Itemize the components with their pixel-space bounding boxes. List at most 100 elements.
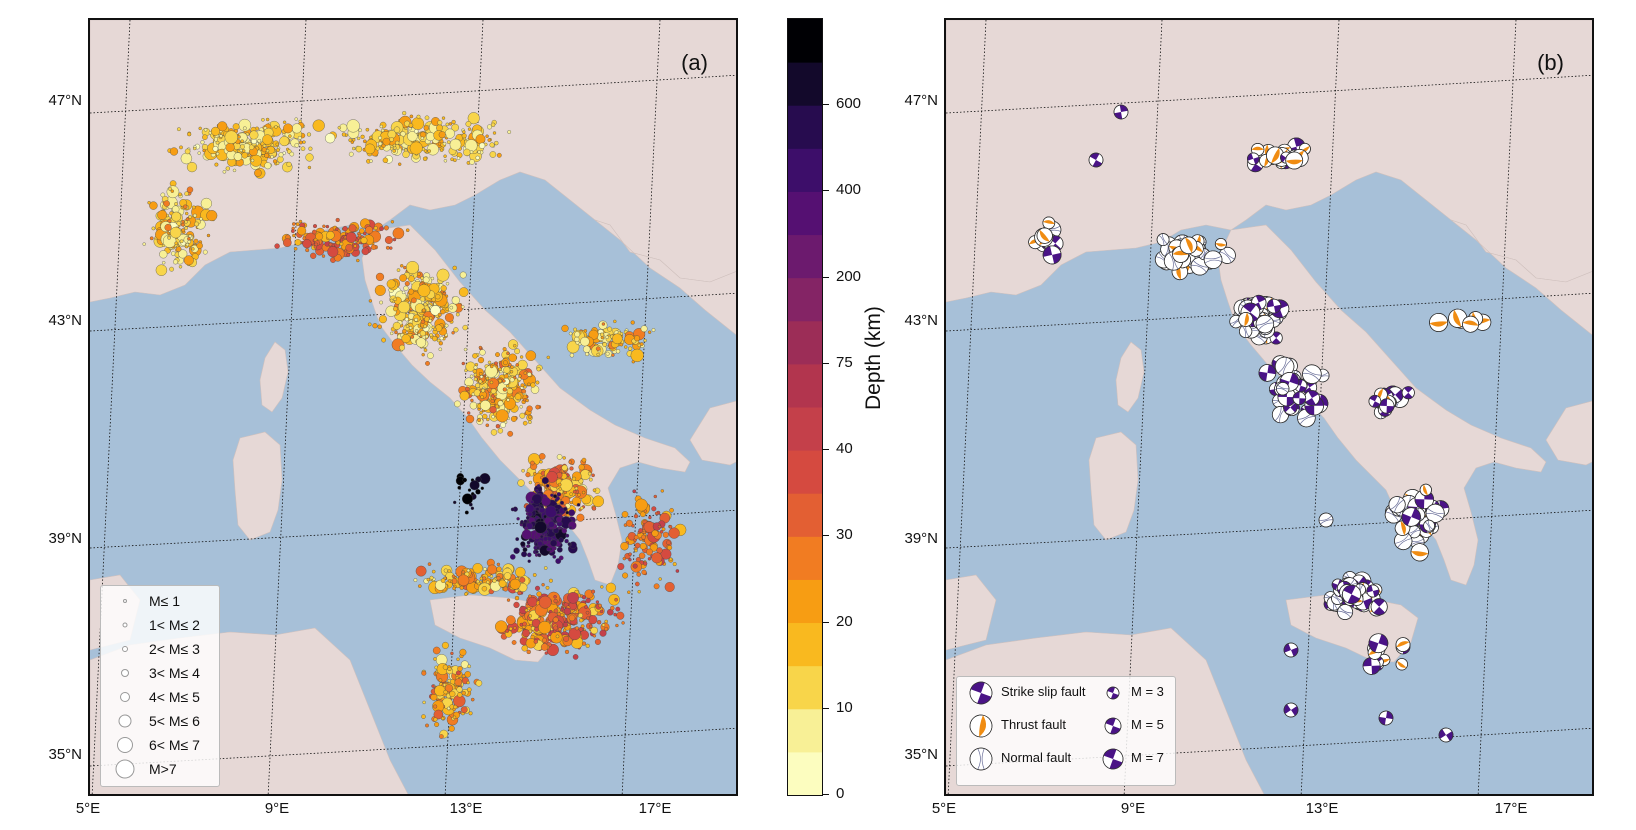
lon-label-b-13: 13°E (1305, 800, 1339, 817)
earthquake-point (479, 375, 484, 379)
earthquake-point (370, 244, 377, 250)
focal-mechanism-beachball (1318, 512, 1334, 528)
mag-legend-row: 4< M≤ 5 (101, 686, 219, 708)
mag-legend-row: 3< M≤ 4 (101, 662, 219, 684)
earthquake-point (414, 129, 419, 134)
earthquake-point (434, 685, 446, 697)
earthquake-point (382, 137, 391, 146)
earthquake-point (399, 274, 407, 282)
earthquake-point (522, 629, 530, 637)
earthquake-point (441, 716, 445, 721)
earthquake-point (404, 317, 409, 322)
earthquake-point (633, 535, 639, 540)
earthquake-point (470, 697, 475, 702)
earthquake-point (506, 615, 516, 625)
earthquake-point (450, 651, 454, 656)
colorbar-segment (788, 622, 822, 667)
earthquake-point (430, 305, 441, 316)
earthquake-point (242, 149, 246, 153)
earthquake-point (438, 347, 443, 352)
earthquake-point (581, 595, 587, 600)
earthquake-point (634, 498, 648, 512)
earthquake-point (643, 561, 648, 566)
earthquake-point (429, 316, 433, 320)
earthquake-point (452, 265, 457, 271)
earthquake-point (459, 585, 464, 590)
earthquake-point (520, 520, 524, 524)
colorbar-tick-label: 30 (836, 526, 853, 544)
earthquake-point (322, 224, 326, 228)
earthquake-point (669, 508, 674, 513)
beachball-rim (1258, 364, 1277, 382)
earthquake-point (426, 577, 430, 582)
beachball-rim (1302, 364, 1322, 384)
earthquake-point (527, 382, 531, 386)
land-shape (1088, 431, 1139, 541)
beachball-quadrant (1401, 513, 1412, 526)
focal-mechanism-beachball (1274, 356, 1295, 377)
focal-mechanism-beachball (1395, 658, 1408, 671)
earthquake-point (630, 348, 644, 362)
land-shape (232, 431, 283, 541)
earthquake-point (517, 479, 525, 487)
earthquake-point (621, 511, 629, 518)
earthquake-point (239, 144, 245, 150)
earthquake-point (397, 301, 411, 314)
earthquake-point (639, 342, 644, 346)
beachball-rim (1283, 642, 1299, 658)
earthquake-point (490, 429, 498, 436)
earthquake-point (174, 202, 178, 206)
earthquake-point (467, 411, 471, 415)
earthquake-point (526, 405, 533, 412)
colorbar-segment (788, 363, 822, 408)
earthquake-point (475, 134, 486, 144)
earthquake-point (552, 554, 557, 559)
earthquake-point (613, 612, 617, 617)
beachball-quadrant (1305, 398, 1316, 406)
focal-mechanism-beachball (1266, 298, 1282, 314)
land-shape (1115, 341, 1145, 413)
earthquake-point (219, 134, 223, 138)
earthquake-point (508, 353, 517, 362)
earthquake-point (215, 140, 220, 145)
earthquake-point (453, 500, 457, 505)
earthquake-point (162, 234, 177, 248)
earthquake-point (464, 671, 471, 678)
earthquake-point (423, 324, 427, 329)
beachball-rim (1113, 104, 1129, 120)
earthquake-point (552, 616, 559, 623)
beachball-nodal-line (1161, 233, 1168, 245)
beachball-quadrant (1343, 585, 1356, 595)
beachball-lobe (1396, 641, 1410, 648)
earthquake-point (628, 346, 633, 351)
graticule-longitude (947, 20, 987, 794)
earthquake-point (647, 330, 652, 334)
earthquake-point (556, 492, 562, 497)
earthquake-point (400, 264, 404, 268)
earthquake-point (640, 511, 646, 518)
lat-label-b-43: 43°N (904, 312, 938, 329)
beachball-rim (969, 747, 993, 771)
earthquake-point (648, 515, 652, 520)
beachball-quadrant (1414, 499, 1425, 509)
earthquake-point (291, 229, 295, 233)
earthquake-point (461, 305, 465, 309)
earthquake-point (188, 214, 192, 219)
earthquake-point (475, 489, 481, 495)
earthquake-point (457, 692, 463, 698)
earthquake-point (444, 128, 455, 139)
earthquake-point (473, 377, 478, 382)
earthquake-point (528, 614, 532, 618)
earthquake-point (384, 236, 393, 244)
earthquake-point (282, 120, 287, 124)
beachball-rim (1378, 710, 1394, 726)
earthquake-point (572, 490, 577, 494)
graticule-longitude (1477, 20, 1517, 794)
beachball-quadrant (1372, 401, 1381, 408)
earthquake-point (409, 114, 414, 119)
earthquake-point (425, 361, 430, 366)
earthquake-point (567, 542, 571, 546)
earthquake-point (408, 127, 412, 131)
earthquake-point (196, 242, 203, 249)
earthquake-point (187, 132, 192, 137)
